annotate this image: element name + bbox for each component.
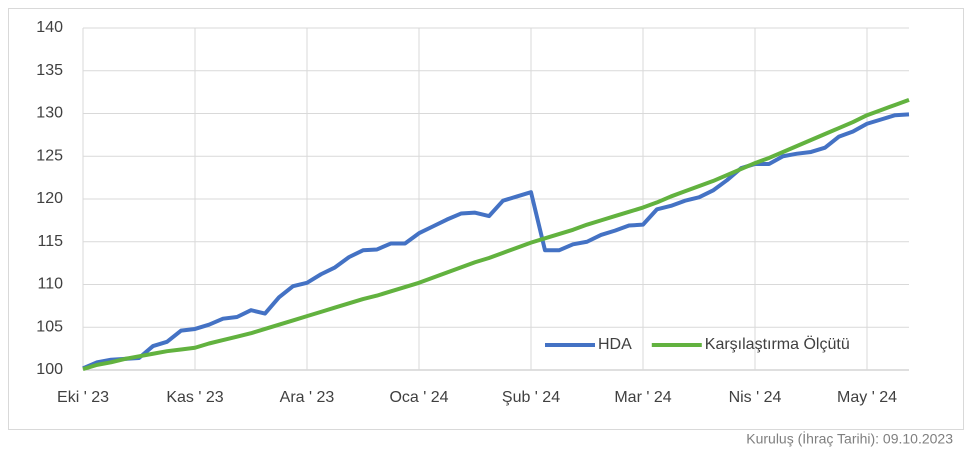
- legend-label: HDA: [598, 336, 632, 353]
- data-line: [82, 112, 910, 371]
- y-tick-label: 140: [36, 19, 63, 36]
- chart-frame: [8, 8, 964, 430]
- y-tick-label: 120: [36, 190, 63, 207]
- x-tick-label: May ' 24: [837, 389, 897, 406]
- y-tick-label: 130: [36, 105, 63, 122]
- x-tick-label: Nis ' 24: [729, 389, 782, 406]
- legend-label: Karşılaştırma Ölçütü: [705, 335, 850, 353]
- y-tick-label: 105: [36, 318, 63, 335]
- y-tick-label: 115: [37, 233, 63, 250]
- data-line: [82, 97, 910, 372]
- y-tick-label: 100: [36, 361, 63, 378]
- x-tick-label: Mar ' 24: [614, 389, 671, 406]
- y-tick-label: 125: [36, 147, 63, 164]
- y-tick-label: 110: [37, 276, 63, 293]
- y-tick-label: 135: [36, 62, 63, 79]
- x-tick-label: Şub ' 24: [502, 389, 560, 406]
- x-tick-label: Oca ' 24: [389, 389, 448, 406]
- x-tick-label: Ara ' 23: [280, 389, 335, 406]
- x-tick-label: Eki ' 23: [57, 389, 109, 406]
- x-tick-label: Kas ' 23: [166, 389, 223, 406]
- footnote: Kuruluş (İhraç Tarihi): 09.10.2023: [746, 430, 953, 447]
